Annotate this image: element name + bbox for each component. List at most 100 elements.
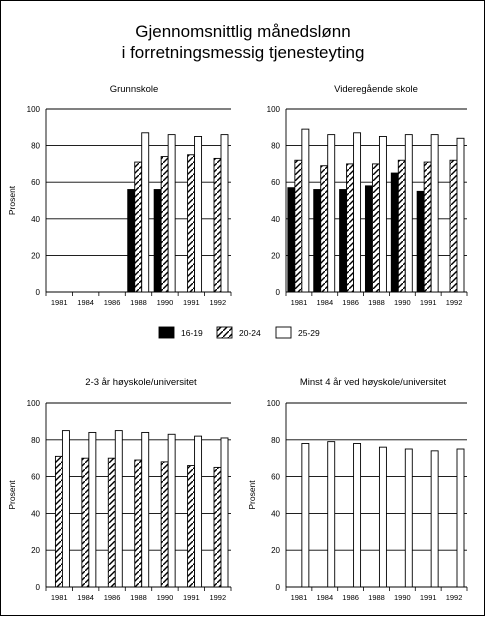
bar-16-19-1990 bbox=[153, 189, 162, 293]
figure-title-line2: i forretningsmessig tjenesteyting bbox=[122, 43, 365, 62]
legend-swatch-20-24 bbox=[216, 326, 233, 339]
bar-20-24-1988 bbox=[134, 459, 143, 588]
bar-20-24-1990 bbox=[160, 461, 169, 588]
y-tick-label: 20 bbox=[271, 251, 280, 260]
y-tick-label: 60 bbox=[271, 473, 280, 482]
figure-title-line1: Gjennomsnittlig månedslønn bbox=[135, 22, 350, 41]
y-tick-label: 40 bbox=[271, 215, 280, 224]
y-tick-label: 0 bbox=[276, 288, 281, 297]
bar-20-24-1992 bbox=[213, 157, 222, 293]
bar-25-29-1990 bbox=[404, 448, 413, 588]
bar-25-29-1991 bbox=[194, 435, 203, 588]
x-tick-label: 1991 bbox=[420, 298, 437, 307]
bar-16-19-1988 bbox=[364, 185, 373, 293]
bar-25-29-1981 bbox=[301, 443, 310, 588]
y-tick-label: 0 bbox=[36, 583, 41, 592]
bar-25-29-1984 bbox=[88, 431, 97, 588]
y-tick-label: 100 bbox=[27, 105, 41, 114]
bar-25-29-1991 bbox=[430, 450, 439, 588]
x-tick-label: 1984 bbox=[316, 298, 333, 307]
x-tick-label: 1991 bbox=[420, 593, 437, 602]
bar-20-24-1990 bbox=[160, 156, 169, 293]
panel-title: Videregående skole bbox=[334, 84, 418, 95]
x-tick-label: 1981 bbox=[291, 593, 308, 602]
bar-25-29-1991 bbox=[194, 135, 203, 293]
legend-label: 25-29 bbox=[298, 328, 320, 338]
panel-1: Grunnskole Prosent 0 20 40 60 80 100 1981 1984 198… bbox=[7, 84, 232, 307]
panel-title: Grunnskole bbox=[110, 84, 159, 95]
bar-25-29-1986 bbox=[353, 132, 362, 293]
x-tick-label: 1986 bbox=[104, 298, 121, 307]
panel-title: Minst 4 år ved høyskole/universitet bbox=[300, 377, 447, 388]
x-tick-label: 1992 bbox=[209, 593, 226, 602]
y-tick-label: 20 bbox=[31, 546, 40, 555]
x-tick-label: 1986 bbox=[342, 298, 359, 307]
x-tick-label: 1991 bbox=[183, 593, 200, 602]
y-tick-label: 80 bbox=[271, 436, 280, 445]
bar-16-19-1988 bbox=[127, 189, 136, 293]
y-tick-label: 80 bbox=[271, 142, 280, 151]
bar-25-29-1981 bbox=[301, 128, 310, 293]
panel-title: 2-3 år høyskole/universitet bbox=[85, 377, 197, 388]
x-tick-label: 1992 bbox=[446, 593, 463, 602]
bar-20-24-1991 bbox=[187, 154, 196, 293]
bar-25-29-1992 bbox=[220, 437, 229, 588]
x-tick-label: 1984 bbox=[77, 298, 94, 307]
legend-swatch-16-19 bbox=[158, 326, 175, 339]
bar-16-19-1990 bbox=[390, 172, 399, 293]
x-tick-label: 1988 bbox=[368, 593, 385, 602]
bar-25-29-1992 bbox=[220, 134, 229, 293]
bar-25-29-1990 bbox=[167, 433, 176, 588]
x-tick-label: 1981 bbox=[291, 298, 308, 307]
x-tick-label: 1990 bbox=[157, 298, 174, 307]
bar-20-24-1981 bbox=[54, 455, 63, 588]
bar-20-24-1988 bbox=[134, 161, 143, 293]
x-tick-label: 1988 bbox=[368, 298, 385, 307]
bar-25-29-1984 bbox=[327, 134, 336, 293]
y-tick-label: 20 bbox=[271, 546, 280, 555]
x-tick-label: 1984 bbox=[77, 593, 94, 602]
panel-2: Videregående skole 0 20 40 60 80 100 1981 1984 19… bbox=[267, 84, 468, 307]
y-tick-label: 20 bbox=[31, 251, 40, 260]
x-tick-label: 1990 bbox=[394, 298, 411, 307]
x-tick-label: 1986 bbox=[342, 593, 359, 602]
x-tick-label: 1981 bbox=[51, 593, 68, 602]
bar-16-19-1986 bbox=[339, 189, 348, 293]
bar-20-24-1991 bbox=[423, 161, 432, 293]
y-tick-label: 100 bbox=[267, 399, 281, 408]
x-tick-label: 1991 bbox=[183, 298, 200, 307]
x-tick-label: 1992 bbox=[209, 298, 226, 307]
bar-25-29-1988 bbox=[141, 132, 150, 293]
bar-20-24-1990 bbox=[397, 159, 406, 293]
y-tick-label: 80 bbox=[31, 142, 40, 151]
legend-label: 16-19 bbox=[181, 328, 203, 338]
x-tick-label: 1986 bbox=[104, 593, 121, 602]
x-tick-label: 1990 bbox=[394, 593, 411, 602]
bar-20-24-1981 bbox=[294, 159, 303, 293]
bar-25-29-1992 bbox=[456, 137, 465, 293]
bar-20-24-1986 bbox=[346, 163, 355, 293]
y-tick-label: 40 bbox=[31, 509, 40, 518]
y-tick-label: 0 bbox=[36, 288, 41, 297]
y-tick-label: 60 bbox=[31, 473, 40, 482]
bar-25-29-1990 bbox=[404, 134, 413, 293]
x-tick-label: 1984 bbox=[316, 593, 333, 602]
x-tick-label: 1981 bbox=[51, 298, 68, 307]
legend-label: 20-24 bbox=[239, 328, 261, 338]
y-tick-label: 100 bbox=[27, 399, 41, 408]
bar-20-24-1991 bbox=[187, 465, 196, 588]
bar-20-24-1984 bbox=[81, 457, 90, 588]
bar-16-19-1981 bbox=[287, 187, 296, 293]
bar-20-24-1992 bbox=[449, 159, 458, 293]
y-tick-label: 0 bbox=[276, 583, 281, 592]
bar-25-29-1986 bbox=[353, 443, 362, 588]
bar-20-24-1992 bbox=[213, 466, 222, 588]
y-axis-label: Prosent bbox=[247, 480, 257, 510]
x-tick-label: 1992 bbox=[446, 298, 463, 307]
bar-25-29-1988 bbox=[378, 135, 387, 293]
bar-25-29-1981 bbox=[61, 430, 70, 588]
y-tick-label: 40 bbox=[31, 215, 40, 224]
bar-25-29-1991 bbox=[430, 134, 439, 293]
